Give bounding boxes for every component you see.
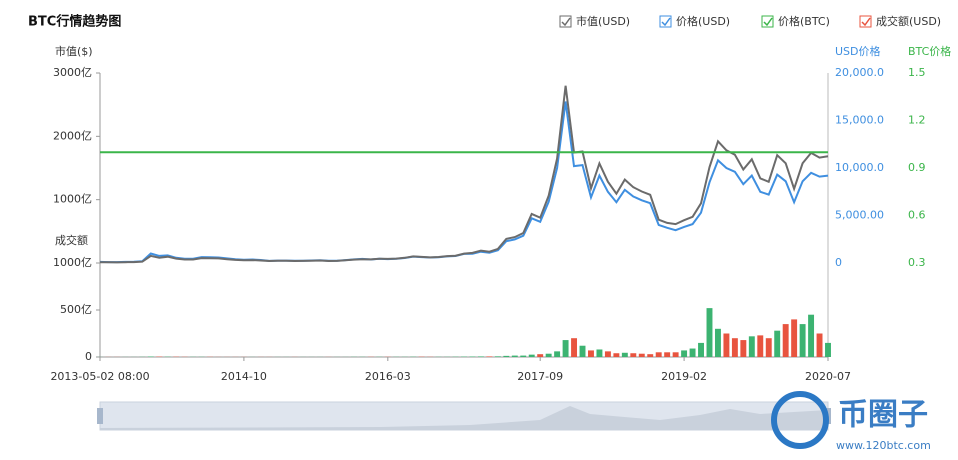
y4ticks-label: 500亿 bbox=[60, 303, 92, 316]
series-line bbox=[99, 85, 829, 264]
legend-item[interactable]: 市值(USD) bbox=[559, 14, 630, 28]
volume-bar bbox=[494, 356, 501, 357]
y3ticks-label: 1.5 bbox=[908, 66, 926, 79]
volume-bar bbox=[774, 330, 781, 357]
legend-check bbox=[661, 17, 671, 27]
volume-bar bbox=[562, 340, 569, 357]
chart-title: BTC行情趋势图 bbox=[28, 14, 121, 30]
x-tick-label: 2013-05-02 08:00 bbox=[50, 370, 149, 383]
legend-label: 市值(USD) bbox=[576, 14, 630, 28]
volume-bar bbox=[554, 351, 561, 357]
volume-bar bbox=[723, 333, 730, 357]
volume-bar bbox=[808, 314, 815, 357]
y2ticks-label: 5,000.00 bbox=[835, 209, 884, 222]
volume-bar bbox=[621, 352, 628, 357]
volume-bar bbox=[740, 340, 747, 357]
volume-bar bbox=[638, 353, 645, 357]
legend-checkbox[interactable] bbox=[761, 15, 774, 28]
y2ticks-label: 0 bbox=[835, 256, 842, 269]
legend-checkbox[interactable] bbox=[559, 15, 572, 28]
volume-bar bbox=[689, 348, 696, 357]
volume-bar bbox=[765, 338, 772, 357]
volume-bar bbox=[511, 355, 518, 357]
y3ticks-label: 1.2 bbox=[908, 114, 926, 127]
y3ticks-label: 0.9 bbox=[908, 161, 926, 174]
volume-bar bbox=[503, 355, 510, 357]
yticks-label: 3000亿 bbox=[53, 66, 92, 79]
zoom-handle[interactable] bbox=[97, 408, 103, 424]
volume-bar bbox=[782, 324, 789, 357]
zoom-preview bbox=[100, 406, 828, 430]
volume-bar bbox=[698, 342, 704, 357]
legend-check bbox=[763, 17, 773, 27]
yticks-label: 2000亿 bbox=[53, 129, 92, 142]
yticks-label: 1000亿 bbox=[53, 193, 92, 206]
y4ticks-label: 1000亿 bbox=[53, 256, 92, 269]
volume-bar bbox=[731, 338, 738, 357]
volume-bar bbox=[757, 335, 764, 357]
volume-bar bbox=[655, 352, 662, 357]
series-line bbox=[99, 101, 829, 264]
volume-bar bbox=[486, 356, 493, 357]
volume-bar bbox=[799, 324, 806, 357]
volume-bar bbox=[681, 350, 688, 357]
y2-axis-title: USD价格 bbox=[835, 44, 881, 58]
x-tick-label: 2014-10 bbox=[221, 370, 267, 383]
watermark-url: www.120btc.com bbox=[836, 439, 931, 452]
volume-bar bbox=[579, 345, 586, 357]
volume-bar bbox=[714, 328, 721, 357]
x-tick-label: 2016-03 bbox=[365, 370, 411, 383]
legend-check bbox=[561, 17, 571, 27]
legend-item[interactable]: 价格(USD) bbox=[659, 14, 730, 28]
y2ticks-label: 10,000.0 bbox=[835, 161, 884, 174]
y-axis-title: 市值($) bbox=[55, 44, 93, 58]
volume-bar bbox=[630, 353, 637, 357]
data-zoom[interactable] bbox=[97, 401, 831, 431]
volume-bar bbox=[520, 355, 527, 357]
volume-bar bbox=[528, 354, 535, 357]
volume-bar bbox=[604, 351, 611, 357]
volume-bar bbox=[748, 336, 755, 357]
y4-axis-title: 成交额 bbox=[55, 233, 88, 247]
volume-bar bbox=[588, 350, 594, 357]
volume-bar bbox=[816, 333, 823, 357]
volume-bar bbox=[672, 352, 679, 357]
volume-bar bbox=[596, 349, 603, 357]
legend-label: 成交额(USD) bbox=[876, 14, 941, 28]
y3-axis-title: BTC价格 bbox=[908, 44, 951, 58]
y2ticks-label: 20,000.0 bbox=[835, 66, 884, 79]
watermark-name: 币圈子 bbox=[838, 398, 928, 433]
legend-checkbox[interactable] bbox=[859, 15, 872, 28]
y3ticks-label: 0.6 bbox=[908, 209, 926, 222]
watermark-logo bbox=[771, 391, 829, 449]
volume-bar bbox=[571, 338, 578, 357]
x-tick-label: 2017-09 bbox=[517, 370, 563, 383]
watermark: 币圈子 www.120btc.com bbox=[771, 391, 931, 452]
legend-label: 价格(USD) bbox=[676, 14, 730, 28]
volume-bar bbox=[706, 308, 713, 357]
x-tick-label: 2020-07 bbox=[805, 370, 851, 383]
legend-item[interactable]: 价格(BTC) bbox=[761, 14, 830, 28]
y4ticks-label: 0 bbox=[85, 350, 92, 363]
volume-bar bbox=[791, 319, 798, 357]
volume-bar bbox=[537, 354, 544, 357]
y3ticks-label: 0.3 bbox=[908, 256, 926, 269]
legend-checkbox[interactable] bbox=[659, 15, 672, 28]
x-tick-label: 2019-02 bbox=[661, 370, 707, 383]
volume-bar bbox=[477, 356, 484, 357]
volume-bar bbox=[545, 353, 552, 357]
legend-item[interactable]: 成交额(USD) bbox=[859, 14, 941, 28]
volume-bar bbox=[647, 354, 654, 357]
legend-label: 价格(BTC) bbox=[778, 14, 830, 28]
volume-bar bbox=[664, 352, 671, 357]
y2ticks-label: 15,000.0 bbox=[835, 114, 884, 127]
volume-bar bbox=[825, 342, 831, 357]
volume-bar bbox=[613, 353, 620, 357]
legend-check bbox=[861, 17, 871, 27]
